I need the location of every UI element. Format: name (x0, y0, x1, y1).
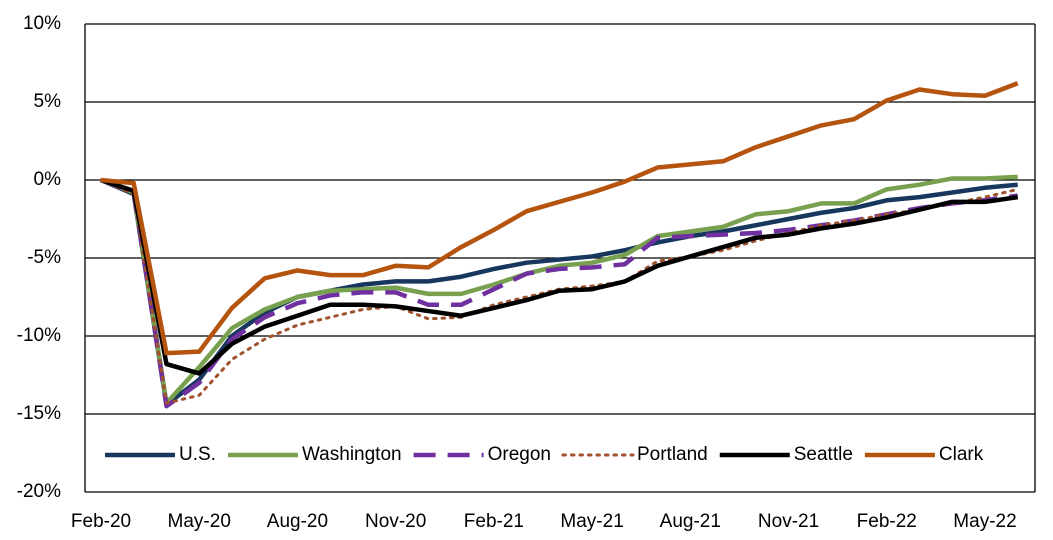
legend-label: Oregon (488, 444, 551, 465)
y-tick-label: -10% (17, 325, 61, 346)
x-tick-label: Feb-21 (464, 511, 524, 532)
y-tick-label: -5% (27, 247, 61, 268)
x-tick-label: May-21 (560, 511, 623, 532)
legend-label: Seattle (794, 444, 853, 465)
x-tick-label: Nov-21 (758, 511, 819, 532)
series-line (100, 177, 1019, 409)
x-tick-label: Feb-20 (71, 511, 131, 532)
legend-label: Washington (302, 444, 402, 465)
y-tick-label: 0% (34, 169, 62, 190)
series-line (100, 81, 1019, 356)
y-tick-label: -15% (17, 403, 61, 424)
series-line (100, 174, 1018, 406)
x-tick-label: Nov-20 (365, 511, 426, 532)
legend-label: Portland (637, 444, 708, 465)
legend-label: U.S. (179, 444, 216, 465)
x-tick-label: May-20 (168, 511, 231, 532)
x-tick-label: Aug-20 (267, 511, 328, 532)
y-tick-label: 5% (34, 91, 62, 112)
series-line (100, 177, 1018, 407)
legend-label: Clark (939, 444, 984, 465)
y-tick-label: 10% (23, 13, 61, 34)
x-tick-label: Aug-21 (660, 511, 721, 532)
x-tick-label: Feb-22 (857, 511, 917, 532)
series-line (100, 177, 1019, 376)
x-tick-label: May-22 (953, 511, 1016, 532)
y-tick-label: -20% (17, 481, 61, 502)
